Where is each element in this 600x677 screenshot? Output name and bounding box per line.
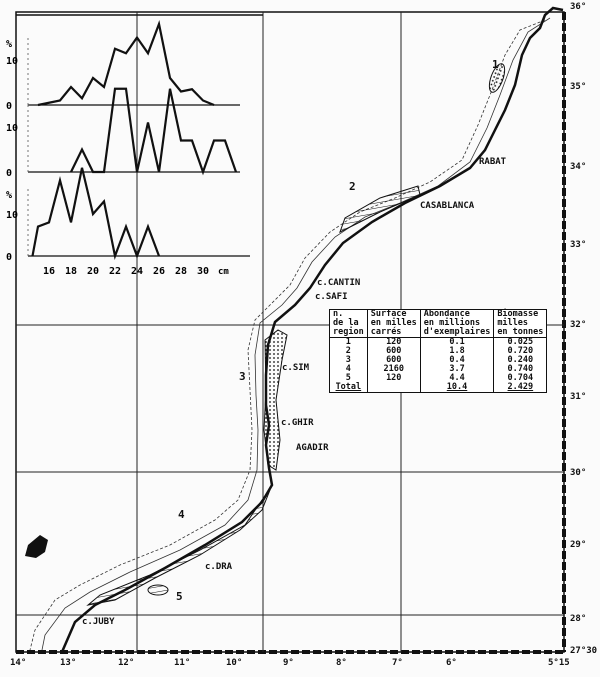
place-casablanca: CASABLANCA: [420, 201, 475, 211]
table-cell: 2160: [366, 365, 421, 374]
place-dra: c.DRA: [205, 562, 233, 572]
latitude-label: 29°: [570, 540, 587, 550]
coastline: [60, 6, 564, 653]
table-row: 4 2160 3.7 0.740: [329, 365, 548, 374]
x-tick-label: 30: [197, 266, 209, 277]
table-cell: 0.025: [493, 337, 548, 347]
x-tick-label: 22: [109, 266, 121, 277]
island: [25, 535, 48, 558]
table-cell: 600: [366, 347, 421, 356]
place-safi: c.SAFI: [315, 292, 348, 302]
region-table: n. de la region Surface en milles carrés…: [329, 309, 548, 393]
chart-2-y-tick: 0: [6, 168, 12, 179]
chart-1-y-label: %: [6, 39, 12, 50]
longitude-label: 5°15: [548, 658, 570, 668]
isobath-outer: [29, 19, 546, 651]
table-row-total: Total 10.4 2.429: [329, 383, 548, 393]
table-cell: 600: [366, 356, 421, 365]
latitude-label: 36°: [570, 2, 587, 12]
table-cell: 0.720: [493, 347, 548, 356]
zone-2: [339, 185, 421, 234]
chart-3-series: [31, 167, 161, 260]
x-tick-label: 24: [131, 266, 143, 277]
table-cell: 120: [366, 374, 421, 383]
place-sim: c.SIM: [282, 363, 310, 373]
table-row: 5 120 4.4 0.704: [329, 374, 548, 383]
place-ghir: c.GHIR: [281, 418, 314, 428]
zone-4: [86, 489, 271, 606]
table-cell: 120: [366, 337, 421, 347]
x-tick-label: 20: [87, 266, 99, 277]
table-row: 1 120 0.1 0.025: [329, 337, 548, 347]
region-label-2: 2: [349, 180, 356, 193]
x-axis-unit: cm: [218, 267, 229, 277]
chart-3-y-tick: 10: [6, 210, 18, 221]
longitude-label: 11°: [174, 658, 191, 668]
place-agadir: AGADIR: [296, 443, 329, 453]
latitude-label: 35°: [570, 82, 587, 92]
place-cantin: c.CANTIN: [317, 278, 361, 288]
table-header: n. de la region Surface en milles carrés…: [329, 309, 548, 338]
region-label-3: 3: [239, 370, 246, 383]
chart-3-y-tick: 0: [6, 252, 12, 263]
region-label-4: 4: [178, 508, 185, 521]
zone-5: [147, 584, 169, 596]
x-tick-label: 18: [65, 266, 77, 277]
isobath-inner: [41, 17, 551, 651]
longitude-label: 8°: [336, 658, 347, 668]
longitude-label: 7°: [392, 658, 403, 668]
longitude-label: 10°: [226, 658, 243, 668]
zone-3: [263, 329, 288, 471]
chart-1-y-tick: 0: [6, 101, 12, 112]
longitude-label: 12°: [118, 658, 135, 668]
latitude-label: 28°: [570, 614, 587, 624]
region-label-1: 1: [492, 58, 499, 71]
latitude-label: 27°30: [570, 646, 598, 656]
x-tick-label: 26: [153, 266, 165, 277]
longitude-label: 6°: [446, 658, 457, 668]
latitude-label: 33°: [570, 240, 587, 250]
table-row: 2 600 1.8 0.720: [329, 347, 548, 356]
table-cell: 0.240: [493, 356, 548, 365]
longitude-label: 13°: [60, 658, 77, 668]
chart-1-y-tick: 10: [6, 56, 18, 67]
chart-2-y-tick: 10: [6, 123, 18, 134]
table-cell: 0.740: [493, 365, 548, 374]
latitude-label: 34°: [570, 162, 587, 172]
latitude-label: 32°: [570, 320, 587, 330]
length-frequency-charts: 0 10% 0 10 0 10% 16 18 20 22 24 26 28 30 cm: [6, 20, 250, 277]
table-row: 3 600 0.4 0.240: [329, 356, 548, 365]
latitude-label: 30°: [570, 468, 587, 478]
chart-2-series: [70, 87, 238, 176]
longitude-label: 9°: [283, 658, 294, 668]
place-juby: c.JUBY: [82, 617, 115, 627]
x-tick-label: 16: [43, 266, 55, 277]
place-rabat: RABAT: [479, 157, 507, 167]
chart-3-y-label: %: [6, 190, 12, 201]
table-cell: 0.704: [493, 374, 548, 383]
latitude-label: 31°: [570, 392, 587, 402]
zone-1: [488, 63, 506, 93]
x-tick-label: 28: [175, 266, 187, 277]
region-label-5: 5: [176, 590, 183, 603]
longitude-label: 14°: [10, 658, 27, 668]
